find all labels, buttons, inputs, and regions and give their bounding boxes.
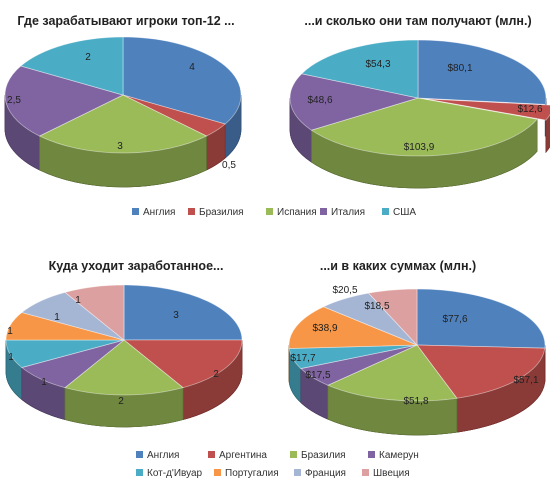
legend-item: Кот-д'Ивуар <box>136 468 203 479</box>
data-label: $57,1 <box>513 375 538 386</box>
data-label: $20,5 <box>332 285 357 296</box>
data-label: 1 <box>41 377 47 388</box>
pie-chart-spend-amounts: ...и в каких суммах (млн.) $77,6 $57,1 $51… <box>288 259 546 436</box>
chart-title: Куда уходит заработанное... <box>49 259 224 273</box>
data-label: 4 <box>189 62 195 73</box>
legend-label: Испания <box>277 207 317 218</box>
data-label: $77,6 <box>442 314 467 325</box>
pie-slice <box>310 97 538 157</box>
pie-slice <box>367 288 418 347</box>
data-label: 2 <box>213 369 219 380</box>
pie-slice <box>326 344 458 402</box>
pie-slice <box>38 94 208 154</box>
pie-slice <box>288 306 418 349</box>
legend-item: Камерун <box>368 450 419 461</box>
data-label: $54,3 <box>365 59 390 70</box>
pie-slice <box>416 288 546 349</box>
legend-swatch <box>294 469 301 476</box>
chart-title: Где зарабатывают игроки топ-12 ... <box>17 14 234 28</box>
pie-slice <box>426 98 550 121</box>
legend-item: Португалия <box>214 468 279 479</box>
legend-item: Аргентина <box>208 450 267 461</box>
data-label: $48,6 <box>307 95 332 106</box>
data-label: $17,5 <box>305 370 330 381</box>
legend-label: Камерун <box>379 450 419 461</box>
pie-slice <box>4 65 125 137</box>
data-label: 0,5 <box>222 160 236 171</box>
legend-swatch <box>320 208 327 215</box>
pie-chart-earn-amounts: ...и сколько они там получают (млн.) $80… <box>289 14 550 189</box>
legend-label: Португалия <box>225 468 279 479</box>
slice-side <box>545 113 550 153</box>
data-label: 3 <box>117 141 123 152</box>
legend-item: Англия <box>132 207 175 218</box>
pie-slice <box>64 339 184 396</box>
legend-label: Италия <box>331 207 365 218</box>
pie-slice <box>123 284 243 341</box>
legend-swatch <box>266 208 273 215</box>
pie-slice <box>64 284 125 341</box>
pie-chart-spend-countries: Куда уходит заработанное... 3 2 2 1 1 1 1 1 <box>5 259 243 428</box>
legend-swatch <box>208 451 215 458</box>
legend-item: Швеция <box>362 468 410 479</box>
legend-item: Франция <box>294 468 346 479</box>
legend-top: Англия Бразилия Испания Италия США <box>132 207 416 218</box>
legend-swatch <box>382 208 389 215</box>
legend-bottom: Англия Аргентина Бразилия Камерун Кот-д'Ивуа… <box>136 450 419 479</box>
legend-swatch <box>136 469 143 476</box>
pie-chart-earn-countries: Где зарабатывают игроки топ-12 ... 4 0,5 3… <box>4 14 242 188</box>
pie-slice <box>300 39 419 99</box>
legend-item: США <box>382 207 416 218</box>
data-label: $12,6 <box>517 104 542 115</box>
legend-swatch <box>368 451 375 458</box>
legend-swatch <box>362 469 369 476</box>
chart-title: ...и в каких суммах (млн.) <box>320 259 476 273</box>
data-label: 1 <box>54 312 60 323</box>
data-label: $38,9 <box>312 323 337 334</box>
legend-item: Испания <box>266 207 317 218</box>
data-label: 3 <box>173 310 179 321</box>
legend-label: Франция <box>305 468 346 479</box>
legend-item: Италия <box>320 207 365 218</box>
pie-slice <box>19 36 124 96</box>
legend-swatch <box>290 451 297 458</box>
legend-label: Англия <box>143 207 175 218</box>
legend-item: Бразилия <box>188 207 244 218</box>
pie-slice <box>417 39 547 105</box>
legend-label: Аргентина <box>219 450 267 461</box>
data-label: 1 <box>75 295 81 306</box>
legend-label: Бразилия <box>301 450 346 461</box>
legend-swatch <box>132 208 139 215</box>
data-label: 1 <box>8 352 14 363</box>
legend-swatch <box>214 469 221 476</box>
legend-swatch <box>136 451 143 458</box>
data-label: 1 <box>7 326 13 337</box>
pie-slice <box>416 344 546 399</box>
pie-slice <box>122 339 243 389</box>
data-label: $17,7 <box>290 353 315 364</box>
legend-label: Кот-д'Ивуар <box>147 468 203 479</box>
legend-label: Англия <box>147 450 179 461</box>
legend-swatch <box>188 208 195 215</box>
legend-label: США <box>393 207 416 218</box>
chart-title: ...и сколько они там получают (млн.) <box>304 14 531 28</box>
legend-label: Бразилия <box>199 207 244 218</box>
legend-label: Швеция <box>373 468 410 479</box>
pie-slice <box>122 36 242 125</box>
data-label: $103,9 <box>404 142 435 153</box>
pie-slice <box>289 73 419 131</box>
legend-item: Бразилия <box>290 450 346 461</box>
data-label: $18,5 <box>364 301 389 312</box>
legend-item: Англия <box>136 450 179 461</box>
data-label: 2 <box>85 52 91 63</box>
data-label: $51,8 <box>403 396 428 407</box>
data-label: 2 <box>118 396 124 407</box>
data-label: $80,1 <box>447 63 472 74</box>
data-label: 2,5 <box>7 95 21 106</box>
